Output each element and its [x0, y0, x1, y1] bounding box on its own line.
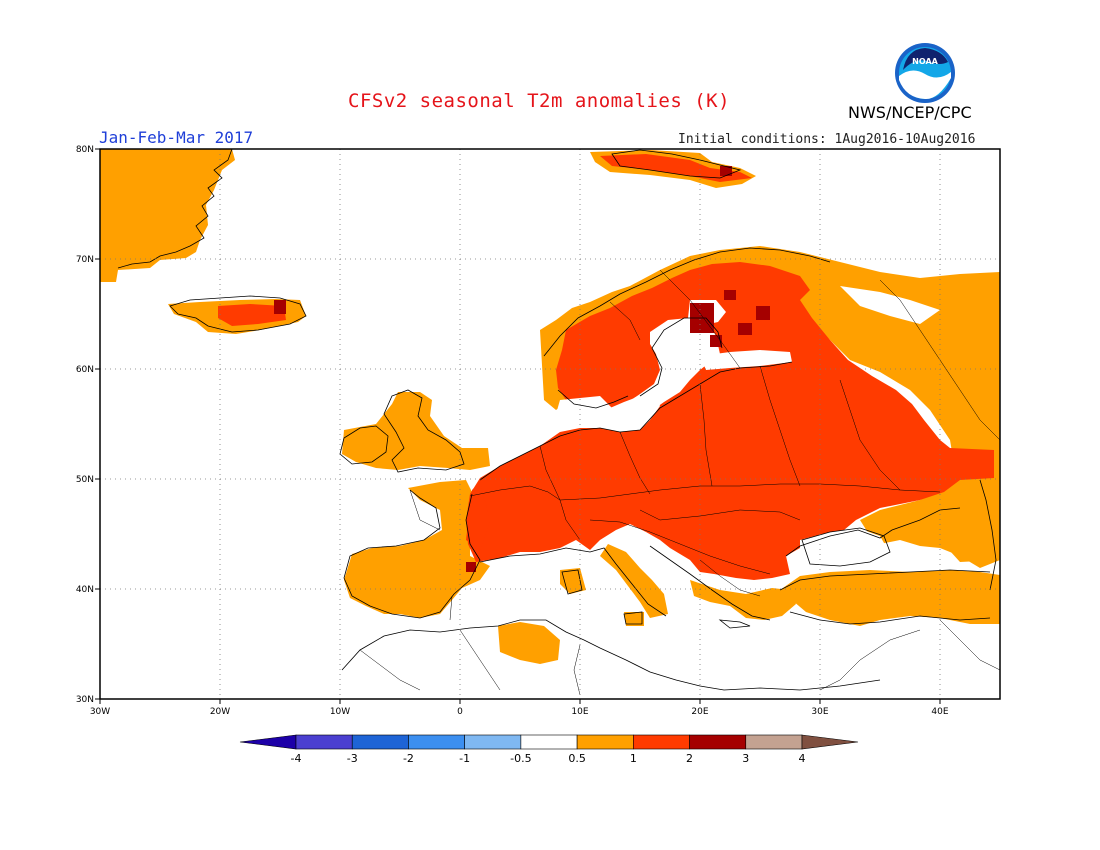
colorbar-box: [351, 734, 409, 750]
france-iberia-shading: [344, 480, 490, 618]
colorbar: [239, 734, 859, 750]
sea-gaps: [556, 286, 940, 578]
british-isles-shading: [342, 392, 490, 470]
colorbar-box: [520, 734, 578, 750]
central-europe-red: [466, 262, 994, 580]
lon-tick-label: 20E: [691, 707, 708, 717]
iceland-red: [218, 304, 286, 326]
caspian-coast: [979, 479, 997, 591]
lat-tick-label: 80N: [76, 145, 94, 155]
colorbar-label: -1: [459, 752, 470, 765]
colorbar-label: 0.5: [568, 752, 586, 765]
africa-coast: [341, 619, 881, 691]
map-frame: [99, 148, 1001, 700]
colorbar-box: [576, 734, 634, 750]
svalbard-coast: [611, 149, 742, 179]
initial-conditions: Initial conditions: 1Aug2016-10Aug2016: [678, 132, 976, 147]
agency-label: NWS/NCEP/CPC: [848, 103, 972, 122]
latitude-labels: 30N 40N 50N 60N 70N 80N: [76, 145, 94, 705]
lon-tick-label: 30W: [90, 707, 110, 717]
mediterranean-islands: [561, 569, 751, 629]
lat-tick-label: 70N: [76, 255, 94, 265]
country-borders: [359, 269, 1000, 696]
colorbar-label: 1: [630, 752, 637, 765]
colorbar-label: 3: [742, 752, 749, 765]
turkey-shading: [780, 570, 1000, 626]
colorbar-box: [408, 734, 465, 750]
noaa-logo: NOAA: [894, 42, 956, 104]
colorbar-box: [295, 734, 353, 750]
adriatic-sea: [630, 538, 674, 578]
lon-tick-label: 30E: [811, 707, 828, 717]
lon-tick-label: 10W: [330, 707, 350, 717]
black-sea: [800, 528, 888, 566]
north-africa-shading: [498, 622, 560, 664]
lon-tick-label: 20W: [210, 707, 230, 717]
ireland-coast: [339, 425, 389, 465]
colorbar-arrow-left: [239, 734, 297, 750]
colorbar-label: -0.5: [510, 752, 531, 765]
western-france-red: [466, 482, 490, 550]
scandinavia-coast: [543, 247, 831, 409]
iceland-coast: [169, 295, 307, 333]
north-sea-gap: [556, 396, 612, 424]
lon-tick-label: 40E: [931, 707, 948, 717]
graticule: [100, 149, 1000, 699]
italy-shading: [600, 544, 668, 618]
colorbar-label: -3: [347, 752, 358, 765]
lon-tick-label: 10E: [571, 707, 588, 717]
balkans-shading: [690, 580, 796, 620]
white-sea: [840, 286, 940, 324]
colorbar-label: -4: [291, 752, 302, 765]
lat-tick-label: 60N: [76, 365, 94, 375]
svalbard-red: [600, 154, 752, 182]
black-sea-east-shading: [940, 540, 1000, 562]
continent-coast: [343, 361, 961, 621]
greenland-shading: [100, 149, 235, 282]
axis-ticks: [95, 148, 941, 704]
gulf-of-finland: [700, 350, 792, 370]
season-label: Jan-Feb-Mar 2017: [99, 128, 254, 147]
colorbar-label: -2: [403, 752, 414, 765]
lat-tick-label: 40N: [76, 585, 94, 595]
lat-tick-label: 30N: [76, 695, 94, 705]
lat-tick-label: 50N: [76, 475, 94, 485]
colorbar-box: [464, 734, 522, 750]
baltic-sea: [624, 318, 720, 416]
colorbar-labels: -4 -3 -2 -1 -0.5 0.5 1 2 3 4: [291, 752, 806, 765]
logo-text: NOAA: [912, 57, 938, 66]
colorbar-box: [745, 734, 803, 750]
colorbar-box: [689, 734, 747, 750]
colorbar-label: 4: [799, 752, 806, 765]
sicily-shading: [624, 612, 644, 626]
anomaly-shading-red: [218, 154, 994, 580]
colorbar-label: 2: [686, 752, 693, 765]
longitude-labels: 30W 20W 10W 0 10E 20E 30E 40E: [90, 707, 949, 717]
map-title: CFSv2 seasonal T2m anomalies (K): [348, 90, 731, 112]
colorbar-box: [633, 734, 690, 750]
britain-coast: [383, 389, 465, 473]
lon-tick-label: 0: [457, 707, 463, 717]
colorbar-arrow-right: [801, 734, 859, 750]
